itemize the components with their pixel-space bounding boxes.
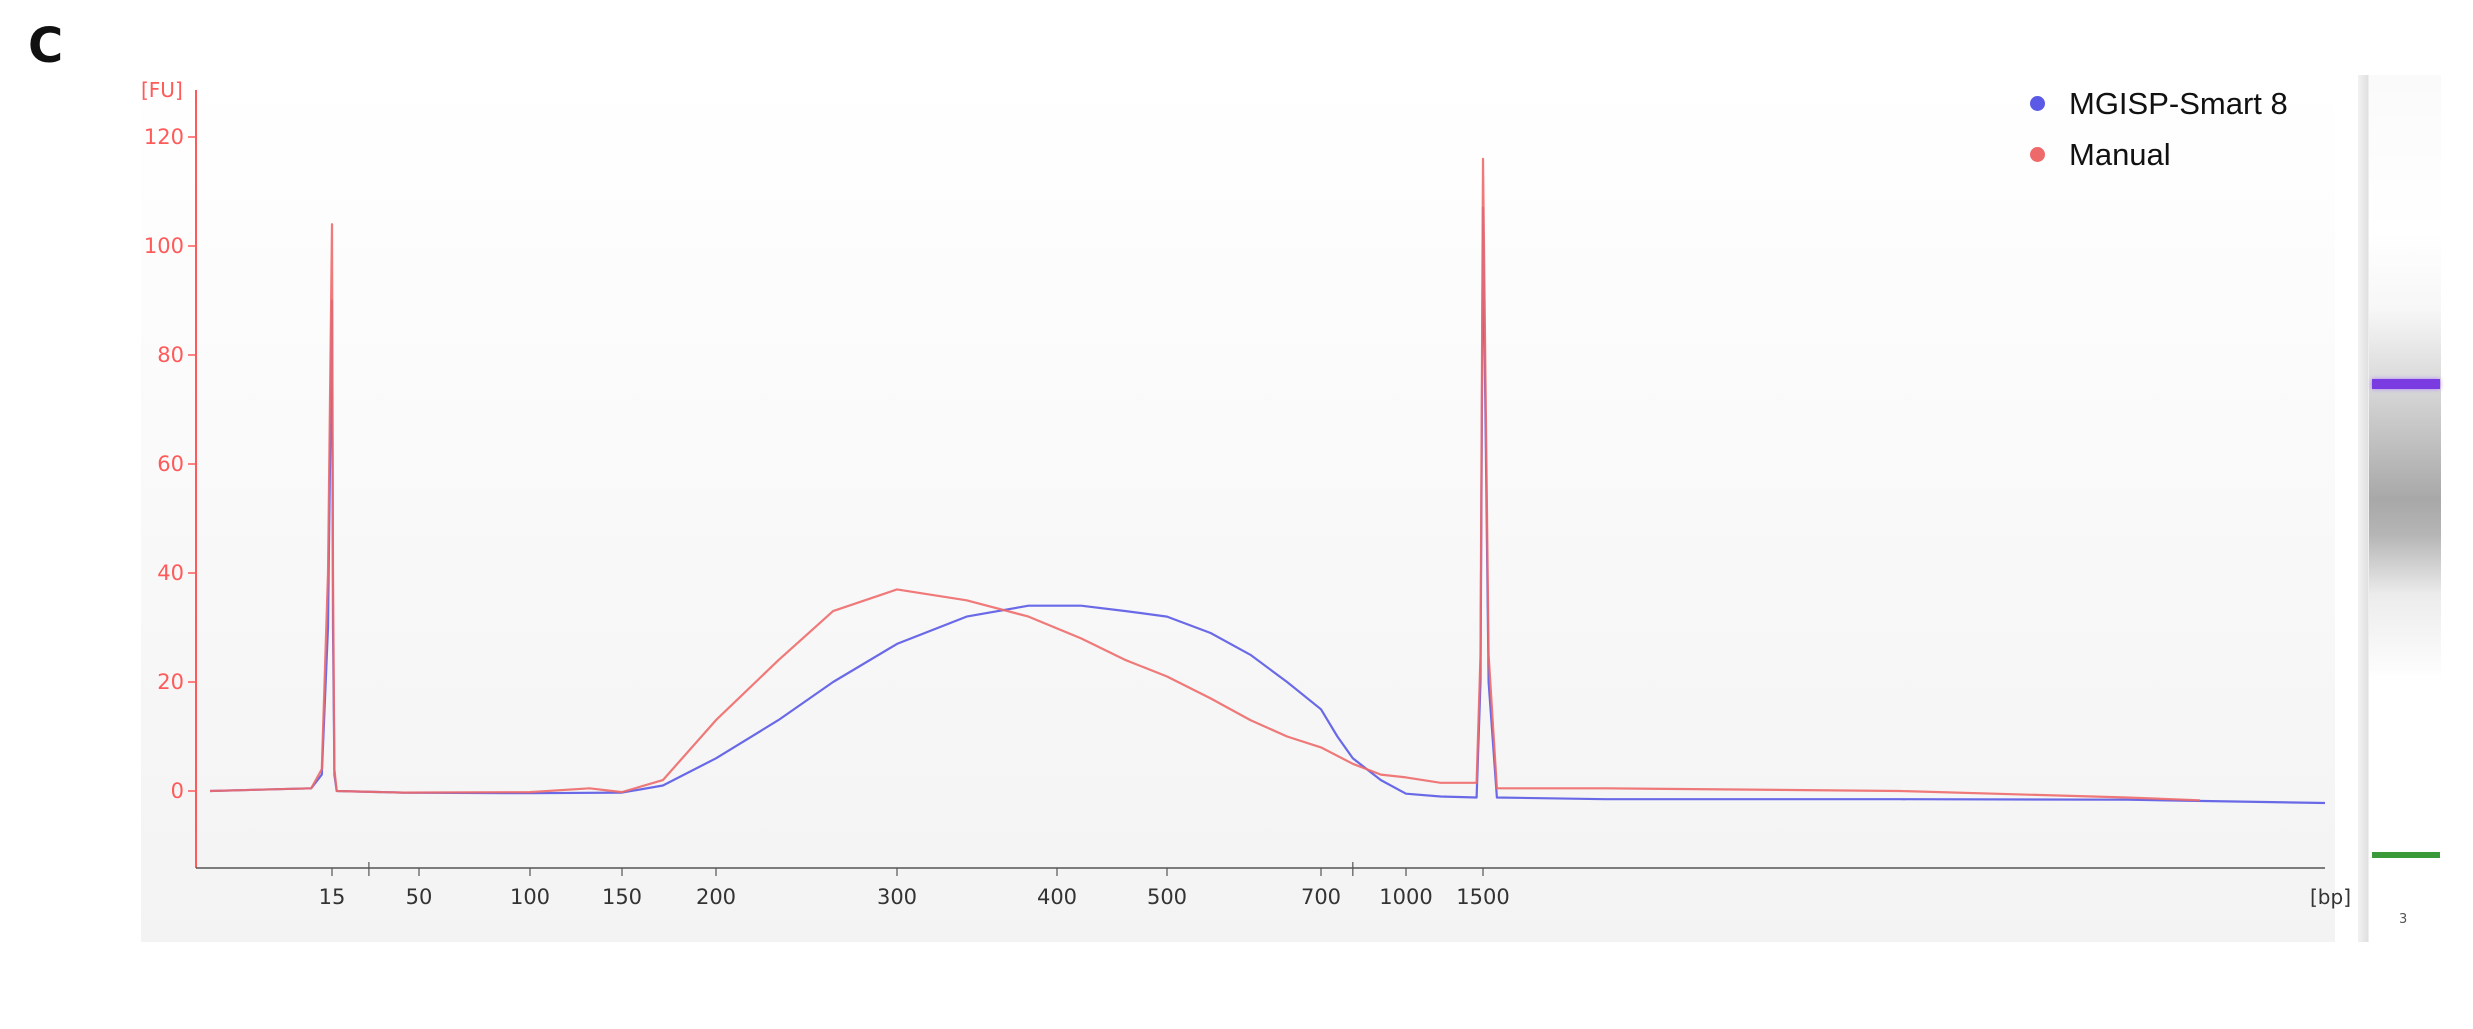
x-tick-label: 100 bbox=[510, 885, 550, 909]
axes: [FU] [bp] 0 20 40 60 80 100 120 15 50 100 150 200 300 4… bbox=[141, 78, 2351, 909]
y-tick-label: 120 bbox=[144, 125, 184, 149]
series-layer bbox=[209, 157, 2326, 805]
x-tick-label: 15 bbox=[319, 885, 346, 909]
legend-label-manual: Manual bbox=[2069, 136, 2171, 172]
gel-lower-marker-band bbox=[2372, 852, 2440, 858]
series-line-smart8 bbox=[209, 206, 2326, 805]
gel-upper-marker-band bbox=[2372, 379, 2440, 389]
x-axis-label: [bp] bbox=[2310, 885, 2351, 909]
panel-label: C bbox=[28, 18, 64, 74]
gel-lane-edge bbox=[2358, 75, 2368, 942]
x-tick-label: 200 bbox=[696, 885, 736, 909]
series-line-manual bbox=[209, 157, 2201, 802]
x-tick-label: 500 bbox=[1147, 885, 1187, 909]
x-tick-label: 150 bbox=[602, 885, 642, 909]
x-tick-label: 300 bbox=[877, 885, 917, 909]
y-tick-label: 40 bbox=[157, 561, 184, 585]
legend-label-smart8: MGISP-Smart 8 bbox=[2069, 85, 2288, 121]
x-tick-label: 400 bbox=[1037, 885, 1077, 909]
x-tick-label: 1000 bbox=[1379, 885, 1432, 909]
x-tick-label: 50 bbox=[406, 885, 433, 909]
x-tick-label: 700 bbox=[1301, 885, 1341, 909]
y-tick-label: 0 bbox=[171, 779, 184, 803]
x-tick-label: 1500 bbox=[1456, 885, 1509, 909]
legend-item-manual: Manual bbox=[2030, 129, 2288, 180]
y-tick-label: 80 bbox=[157, 343, 184, 367]
legend-swatch-manual bbox=[2030, 147, 2045, 162]
y-axis-label: [FU] bbox=[141, 78, 183, 102]
legend-item-smart8: MGISP-Smart 8 bbox=[2030, 78, 2288, 129]
gel-lane-image bbox=[2368, 75, 2441, 942]
y-tick-label: 60 bbox=[157, 452, 184, 476]
gel-lane-label: 3 bbox=[2399, 912, 2408, 927]
legend-swatch-smart8 bbox=[2030, 96, 2045, 111]
legend: MGISP-Smart 8 Manual bbox=[2030, 78, 2288, 180]
plot-background bbox=[141, 75, 2335, 942]
y-tick-label: 20 bbox=[157, 670, 184, 694]
y-tick-label: 100 bbox=[144, 234, 184, 258]
